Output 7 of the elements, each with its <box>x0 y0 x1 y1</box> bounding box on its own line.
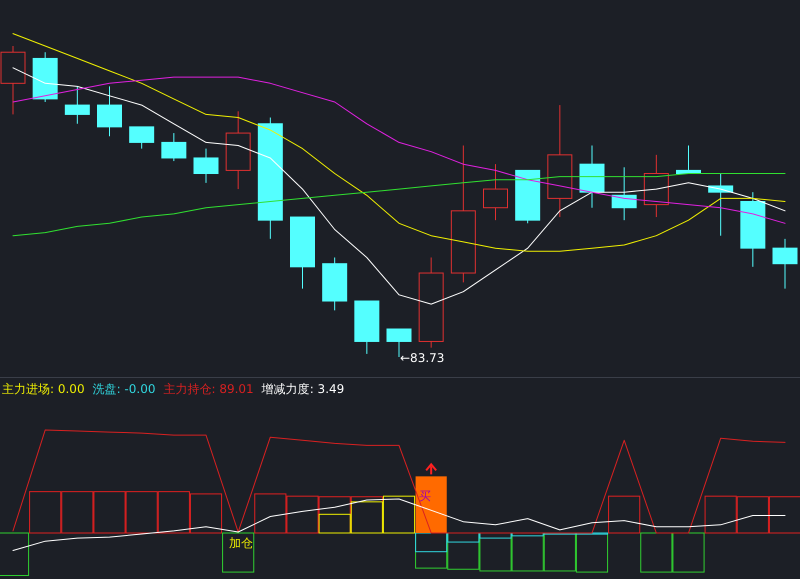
text: 主力进场: 0.00 <box>2 382 85 396</box>
text: 增减力度: 3.49 <box>260 382 344 396</box>
annotation: 加仓 <box>229 536 253 550</box>
text: 主力持仓: 89.01 <box>163 382 254 396</box>
annotation: ←83.73 <box>400 351 444 365</box>
text: 洗盘: -0.00 <box>92 382 156 396</box>
annotation: 买 <box>419 489 431 503</box>
